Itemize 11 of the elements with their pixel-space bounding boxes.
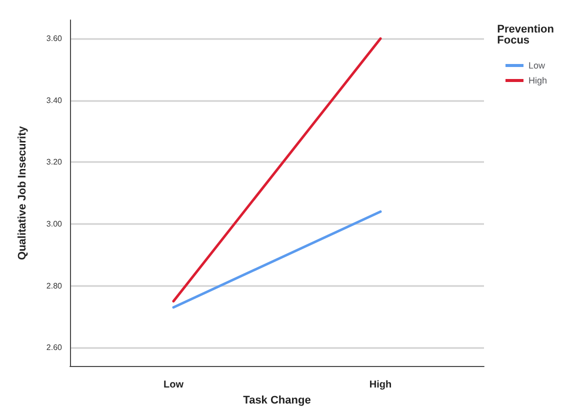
y-tick-label: 3.60 (46, 34, 63, 44)
y-tick-label: 3.00 (46, 219, 63, 228)
y-tick-label: 3.40 (46, 96, 63, 105)
y-tick-label: 2.80 (46, 281, 63, 290)
legend-label: High (528, 76, 548, 86)
y-axis-title: Qualitative Job Insecurity (16, 125, 28, 260)
y-tick-label: 2.60 (46, 343, 63, 352)
x-axis-title: Task Change (243, 394, 311, 406)
y-tick-label: 3.20 (46, 158, 63, 167)
legend-title: Prevention Focus (497, 24, 554, 46)
legend-label: Low (528, 60, 546, 70)
